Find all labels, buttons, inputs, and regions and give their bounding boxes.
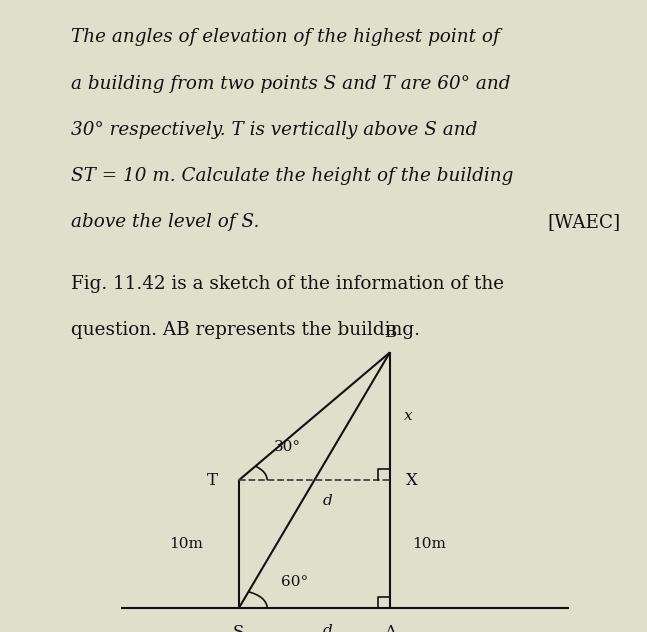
Text: a building from two points S and T are 60° and: a building from two points S and T are 6…: [71, 75, 510, 92]
Text: 60°: 60°: [281, 575, 308, 589]
Text: 30° respectively. T is vertically above S and: 30° respectively. T is vertically above …: [71, 121, 477, 138]
Text: S: S: [233, 624, 245, 632]
Text: 30°: 30°: [274, 440, 302, 454]
Text: [WAEC]: [WAEC]: [548, 213, 621, 231]
Text: d: d: [322, 624, 332, 632]
Text: x: x: [404, 410, 413, 423]
Text: above the level of S.: above the level of S.: [71, 213, 259, 231]
Text: T: T: [207, 472, 218, 489]
Text: B: B: [384, 324, 396, 341]
Text: 10m: 10m: [170, 537, 203, 551]
Text: 10m: 10m: [413, 537, 446, 551]
Text: X: X: [406, 472, 418, 489]
Text: d: d: [322, 494, 332, 508]
Text: Fig. 11.42 is a sketch of the information of the: Fig. 11.42 is a sketch of the informatio…: [71, 275, 504, 293]
Text: A: A: [384, 624, 396, 632]
Text: The angles of elevation of the highest point of: The angles of elevation of the highest p…: [71, 28, 500, 46]
Text: ST = 10 m. Calculate the height of the building: ST = 10 m. Calculate the height of the b…: [71, 167, 514, 185]
Text: question. AB represents the building.: question. AB represents the building.: [71, 321, 420, 339]
